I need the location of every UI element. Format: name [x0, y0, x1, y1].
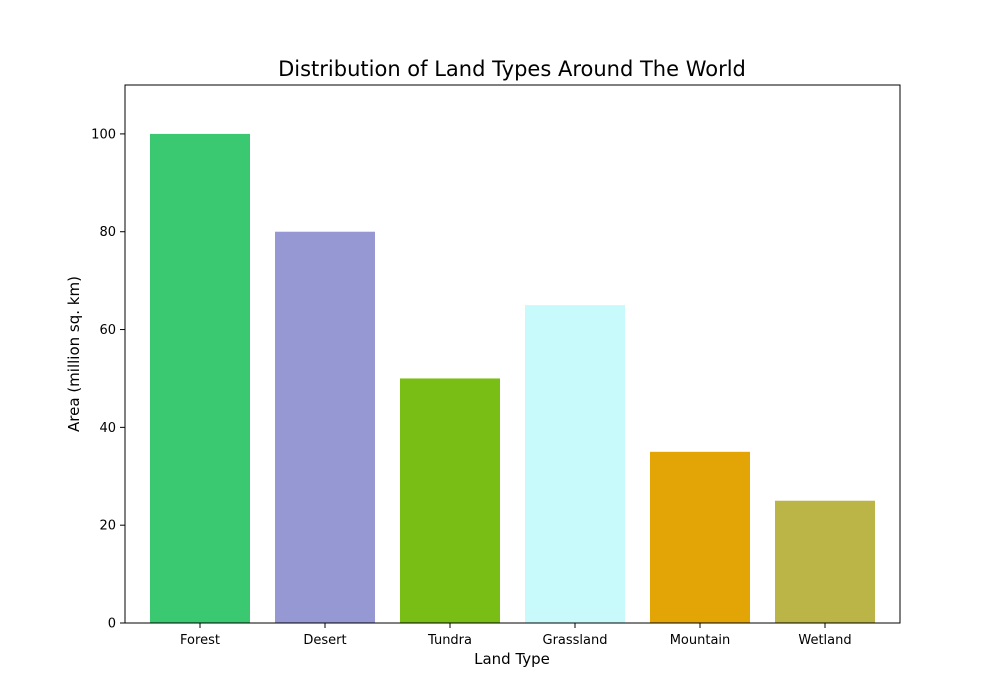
chart-title: Distribution of Land Types Around The Wo…	[278, 57, 746, 81]
y-axis-title: Area (million sq. km)	[65, 276, 83, 432]
x-tick-label: Tundra	[427, 633, 472, 648]
x-tick-label: Forest	[180, 633, 220, 648]
bars-layer	[150, 133, 875, 623]
x-tick-label: Wetland	[798, 633, 851, 648]
y-tick-label: 60	[99, 323, 116, 338]
y-axis-ticks: 0 20 40 60 80 100	[91, 127, 125, 632]
bar-mountain	[650, 451, 750, 623]
bar-desert	[275, 231, 375, 623]
x-axis-ticks: Forest Desert Tundra Grassland Mountain Wetla…	[180, 623, 852, 648]
plot-frame	[124, 84, 901, 624]
y-tick-label: 40	[99, 421, 116, 436]
bar-grassland	[525, 305, 625, 623]
x-tick-label: Grassland	[543, 633, 608, 648]
x-axis-title: Land Type	[474, 650, 550, 668]
bar-forest	[150, 133, 250, 623]
y-tick-label: 20	[99, 519, 116, 534]
x-tick-label: Desert	[303, 633, 346, 648]
bar-tundra	[400, 378, 500, 623]
y-tick-label: 0	[108, 617, 116, 632]
bar-wetland	[775, 500, 875, 623]
x-tick-label: Mountain	[670, 633, 731, 648]
y-tick-label: 80	[99, 225, 116, 240]
y-tick-label: 100	[91, 127, 116, 142]
